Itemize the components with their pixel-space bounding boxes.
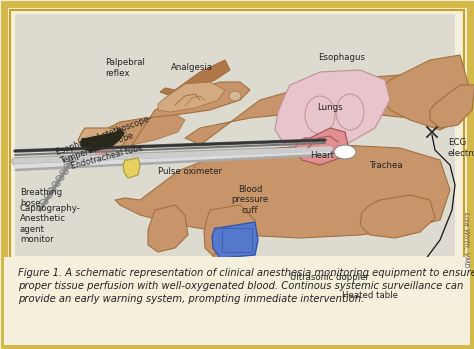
Polygon shape (123, 158, 140, 178)
FancyBboxPatch shape (266, 263, 325, 287)
Polygon shape (115, 145, 450, 238)
Text: Esophagus: Esophagus (318, 53, 365, 62)
Polygon shape (380, 55, 470, 130)
Text: Ultrasonic doppler: Ultrasonic doppler (291, 274, 370, 282)
FancyBboxPatch shape (222, 228, 252, 252)
Text: Heated table: Heated table (342, 291, 398, 300)
Polygon shape (212, 222, 258, 258)
Text: Esophageal stethoscope-
Temperature probe: Esophageal stethoscope- Temperature prob… (55, 113, 157, 166)
Text: Pulse oximeter: Pulse oximeter (158, 168, 222, 177)
Polygon shape (160, 60, 230, 95)
Text: Lisa Wirth, VMD: Lisa Wirth, VMD (463, 212, 469, 268)
Polygon shape (208, 250, 240, 305)
Polygon shape (80, 128, 125, 152)
Polygon shape (120, 114, 185, 145)
Polygon shape (275, 70, 390, 150)
Ellipse shape (334, 145, 356, 159)
Polygon shape (430, 85, 474, 128)
Text: Lungs: Lungs (317, 104, 343, 112)
FancyBboxPatch shape (15, 14, 455, 256)
Ellipse shape (305, 96, 335, 134)
Polygon shape (205, 290, 232, 318)
FancyBboxPatch shape (408, 275, 426, 293)
Text: ECG
electrode: ECG electrode (448, 138, 474, 158)
Polygon shape (105, 82, 250, 148)
Text: Analgesia: Analgesia (171, 64, 213, 73)
Text: Heart: Heart (310, 150, 334, 159)
FancyBboxPatch shape (10, 10, 464, 339)
Polygon shape (88, 140, 115, 155)
Text: Breathing
hose: Breathing hose (20, 188, 62, 208)
FancyBboxPatch shape (4, 4, 470, 345)
Polygon shape (204, 205, 255, 258)
Text: Trachea: Trachea (370, 161, 404, 170)
Polygon shape (78, 128, 128, 152)
Polygon shape (148, 205, 188, 252)
Polygon shape (208, 263, 235, 286)
Text: Endotracheal tube: Endotracheal tube (70, 143, 144, 171)
Polygon shape (295, 128, 348, 165)
Polygon shape (360, 195, 435, 238)
Polygon shape (185, 70, 460, 145)
Text: Blood
pressure
cuff: Blood pressure cuff (231, 185, 269, 215)
Polygon shape (158, 82, 225, 112)
FancyBboxPatch shape (4, 257, 470, 345)
Ellipse shape (336, 94, 364, 130)
Text: Figure 1. A schematic representation of clinical anesthesia monitoring equipment: Figure 1. A schematic representation of … (18, 268, 474, 304)
Text: Capnography-
Anesthetic
agent
monitor: Capnography- Anesthetic agent monitor (20, 204, 81, 244)
Text: Palpebral
reflex: Palpebral reflex (105, 58, 145, 78)
Ellipse shape (229, 91, 241, 101)
